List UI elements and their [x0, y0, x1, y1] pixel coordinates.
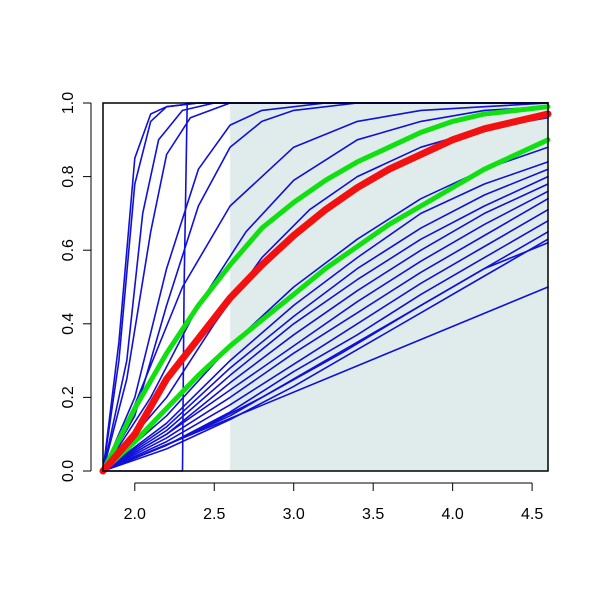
series-line-23 — [102, 238, 549, 472]
x-tick-label: 2.5 — [203, 506, 225, 523]
series-line-18 — [102, 190, 549, 472]
series-line-15 — [102, 168, 549, 472]
x-tick-label: 4.0 — [442, 506, 464, 523]
series-line-10 — [102, 102, 549, 472]
series-line-19 — [102, 197, 549, 472]
y-tick-label: 0.6 — [60, 239, 77, 261]
series-line-7 — [102, 102, 549, 472]
lower-bound-line — [100, 137, 551, 474]
y-tick-label: 0.8 — [60, 165, 77, 187]
x-tick-label: 3.5 — [362, 506, 384, 523]
series-line-17 — [102, 183, 549, 472]
x-tick-label: 2.0 — [124, 506, 146, 523]
y-tick-label: 1.0 — [60, 92, 77, 114]
series-layer — [99, 102, 552, 475]
series-line-20 — [102, 208, 549, 472]
series-line-25 — [102, 286, 549, 472]
x-axis: 2.0 2.5 3.0 3.5 4.0 4.5 — [124, 482, 543, 523]
upper-bound-line — [100, 104, 551, 474]
series-line-16 — [102, 175, 549, 472]
y-tick-label: 0.0 — [60, 460, 77, 482]
y-tick-label: 0.2 — [60, 386, 77, 408]
y-tick-label: 0.4 — [60, 313, 77, 335]
series-line-14 — [102, 161, 549, 472]
plot-frame — [102, 102, 549, 472]
x-tick-label: 4.5 — [521, 506, 543, 523]
shaded-region — [230, 103, 548, 471]
highlight-line — [99, 110, 552, 475]
y-axis: 0.0 0.2 0.4 0.6 0.8 1.0 — [60, 92, 92, 482]
x-tick-label: 3.0 — [283, 506, 305, 523]
series-line-11 — [102, 105, 549, 472]
